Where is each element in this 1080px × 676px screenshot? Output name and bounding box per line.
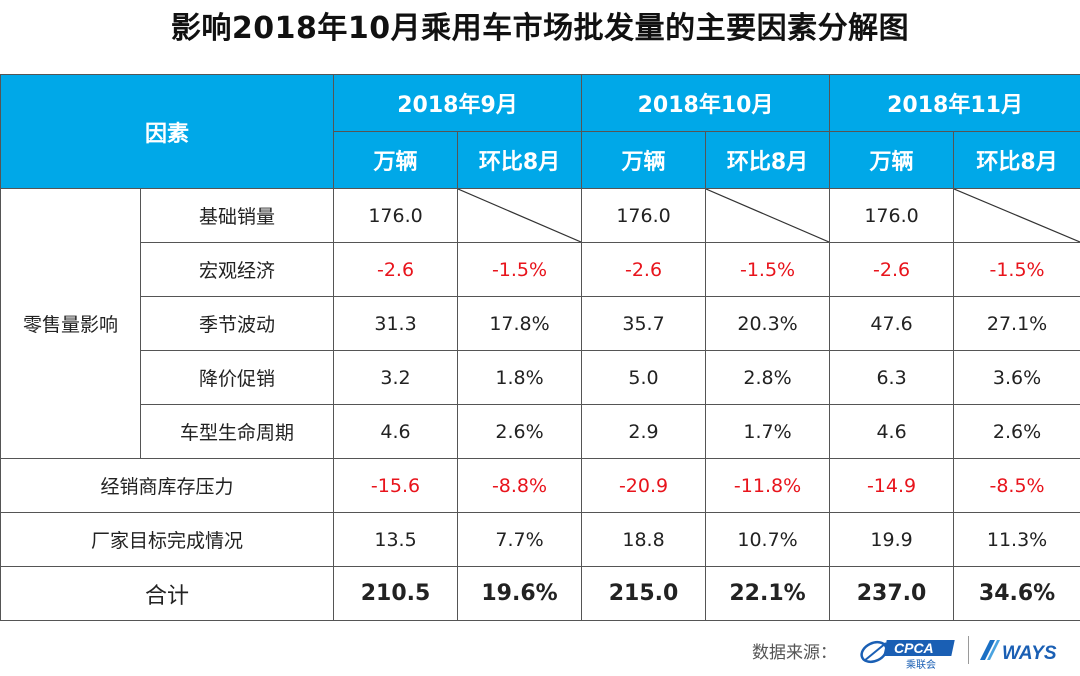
header-period: 2018年9月 — [333, 74, 583, 132]
table-row: 宏观经济 -2.6 -1.5% -2.6 -1.5% -2.6 -1.5% — [1, 242, 1080, 297]
value-cell: -2.6 — [829, 242, 955, 297]
value-cell: 1.7% — [705, 404, 831, 459]
value-cell: 11.3% — [953, 512, 1080, 567]
value-cell: 2.6% — [953, 404, 1080, 459]
value-cell: -2.6 — [581, 242, 707, 297]
value-cell: -15.6 — [333, 458, 459, 513]
value-cell: 13.5 — [333, 512, 459, 567]
ways-text: WAYS — [1002, 643, 1057, 664]
value-cell: 35.7 — [581, 296, 707, 351]
value-cell: 3.6% — [953, 350, 1080, 405]
value-cell: 3.2 — [333, 350, 459, 405]
row-label: 车型生命周期 — [139, 404, 335, 459]
group-label-retail: 零售量影响 — [0, 188, 141, 459]
value-cell: 4.6 — [333, 404, 459, 459]
header-volume: 万辆 — [581, 131, 707, 189]
empty-diagonal-cell — [705, 188, 831, 243]
cpca-text: CPCA — [894, 640, 934, 656]
value-cell: -2.6 — [333, 242, 459, 297]
header-mom: 环比8月 — [705, 131, 831, 189]
value-cell: -1.5% — [953, 242, 1080, 297]
header-period: 2018年10月 — [581, 74, 831, 132]
total-value-cell: 210.5 — [333, 566, 459, 621]
value-cell: 10.7% — [705, 512, 831, 567]
row-label: 季节波动 — [139, 296, 335, 351]
table-row: 季节波动 31.3 17.8% 35.7 20.3% 47.6 27.1% — [1, 296, 1080, 351]
row-label: 经销商库存压力 — [0, 458, 335, 513]
value-cell: 176.0 — [829, 188, 955, 243]
header-mom: 环比8月 — [457, 131, 583, 189]
value-cell: 19.9 — [829, 512, 955, 567]
total-value-cell: 237.0 — [829, 566, 955, 621]
value-cell: -20.9 — [581, 458, 707, 513]
total-value-cell: 215.0 — [581, 566, 707, 621]
value-cell: -14.9 — [829, 458, 955, 513]
value-cell: 5.0 — [581, 350, 707, 405]
table-row: 车型生命周期 4.6 2.6% 2.9 1.7% 4.6 2.6% — [1, 404, 1080, 459]
value-cell: 31.3 — [333, 296, 459, 351]
source-footer: 数据来源： CPCA 乘联会 WAYS — [0, 632, 1080, 670]
value-cell: 2.8% — [705, 350, 831, 405]
total-row: 合计 210.5 19.6% 215.0 22.1% 237.0 34.6% — [0, 566, 1080, 621]
logo-divider — [968, 636, 969, 664]
total-value-cell: 22.1% — [705, 566, 831, 621]
value-cell: 20.3% — [705, 296, 831, 351]
value-cell: -8.8% — [457, 458, 583, 513]
table-row: 经销商库存压力 -15.6 -8.8% -20.9 -11.8% -14.9 -… — [0, 458, 1080, 513]
ways-logo: WAYS — [980, 640, 1057, 664]
total-value-cell: 19.6% — [457, 566, 583, 621]
value-cell: 47.6 — [829, 296, 955, 351]
source-label: 数据来源： — [752, 643, 837, 663]
row-label: 厂家目标完成情况 — [0, 512, 335, 567]
header-period: 2018年11月 — [829, 74, 1080, 132]
factor-table: 因素 2018年9月 2018年10月 2018年11月 万辆 环比8月 万辆 … — [0, 74, 1080, 621]
table-row: 厂家目标完成情况 13.5 7.7% 18.8 10.7% 19.9 11.3% — [0, 512, 1080, 567]
value-cell: 27.1% — [953, 296, 1080, 351]
value-cell: 1.8% — [457, 350, 583, 405]
header-factor: 因素 — [0, 74, 335, 189]
row-label: 宏观经济 — [139, 242, 335, 297]
header-volume: 万辆 — [333, 131, 459, 189]
value-cell: 4.6 — [829, 404, 955, 459]
value-cell: 176.0 — [333, 188, 459, 243]
table-row: 降价促销 3.2 1.8% 5.0 2.8% 6.3 3.6% — [1, 350, 1080, 405]
page-title: 影响2018年10月乘用车市场批发量的主要因素分解图 — [170, 11, 910, 46]
empty-diagonal-cell — [953, 188, 1080, 243]
value-cell: 176.0 — [581, 188, 707, 243]
total-value-cell: 34.6% — [953, 566, 1080, 621]
value-cell: -11.8% — [705, 458, 831, 513]
value-cell: 18.8 — [581, 512, 707, 567]
value-cell: 6.3 — [829, 350, 955, 405]
empty-diagonal-cell — [457, 188, 583, 243]
total-label: 合计 — [0, 566, 335, 621]
header-volume: 万辆 — [829, 131, 955, 189]
cpca-logo: CPCA 乘联会 — [860, 640, 955, 670]
value-cell: -1.5% — [705, 242, 831, 297]
cpca-subtext: 乘联会 — [906, 658, 936, 670]
header-row-units: 万辆 环比8月 万辆 环比8月 万辆 环比8月 — [1, 131, 1080, 189]
header-row-periods: 因素 2018年9月 2018年10月 2018年11月 — [0, 74, 1080, 189]
row-label: 基础销量 — [139, 188, 335, 243]
value-cell: 2.9 — [581, 404, 707, 459]
value-cell: 17.8% — [457, 296, 583, 351]
row-label: 降价促销 — [139, 350, 335, 405]
value-cell: 2.6% — [457, 404, 583, 459]
table-row: 零售量影响 基础销量 176.0 176.0 176.0 — [0, 188, 1080, 459]
value-cell: -1.5% — [457, 242, 583, 297]
value-cell: 7.7% — [457, 512, 583, 567]
value-cell: -8.5% — [953, 458, 1080, 513]
header-mom: 环比8月 — [953, 131, 1080, 189]
